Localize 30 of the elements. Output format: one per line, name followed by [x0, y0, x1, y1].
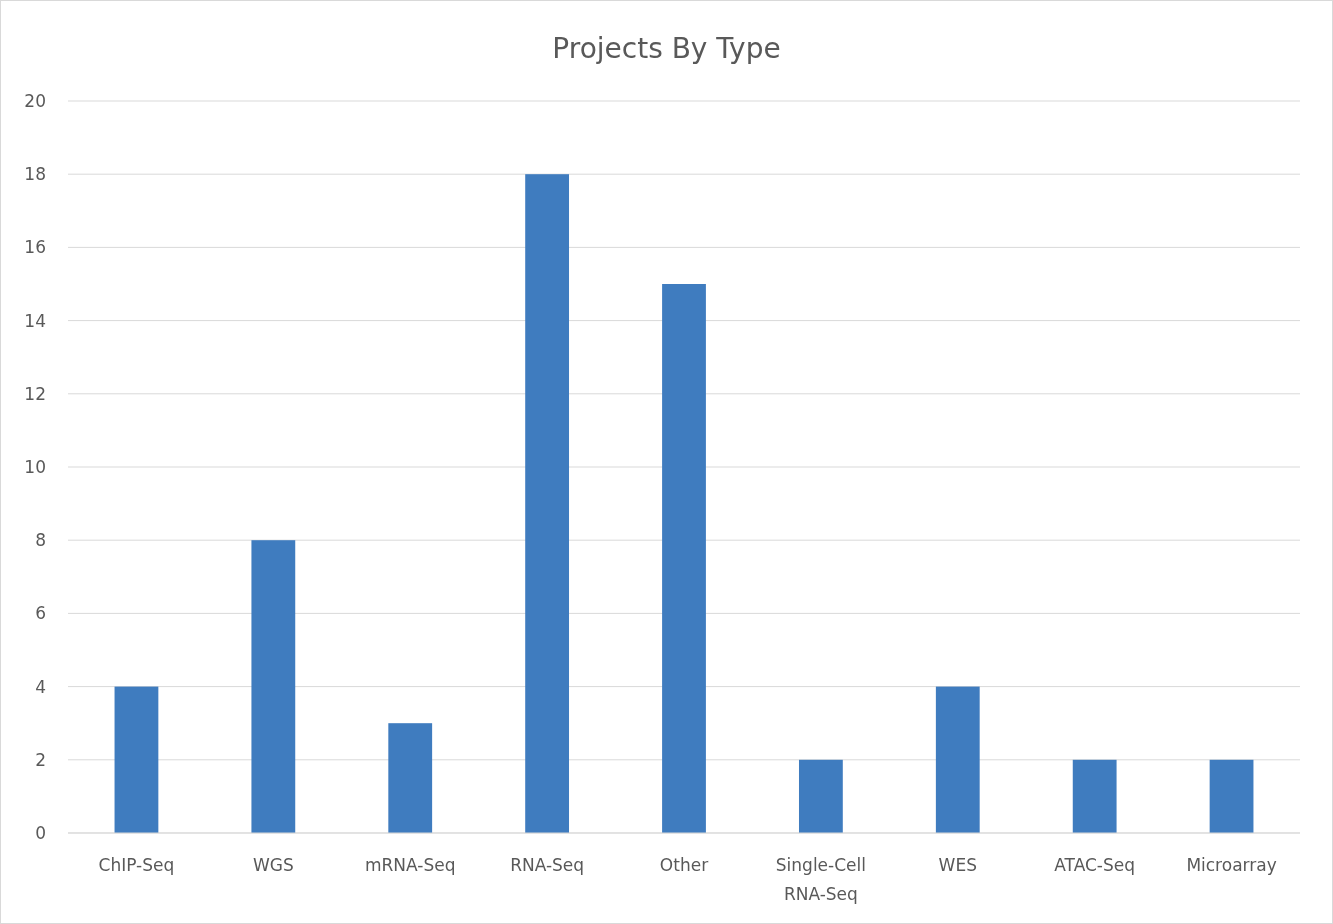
- bar: [1209, 759, 1254, 833]
- x-tick-label: WES: [938, 855, 977, 875]
- x-tick-label: ChIP-Seq: [98, 855, 175, 875]
- chart-title: Projects By Type: [552, 32, 781, 65]
- bar: [662, 284, 706, 833]
- y-tick-label: 18: [24, 164, 46, 185]
- y-tick-label: 0: [35, 822, 46, 843]
- x-tick-label: Microarray: [1186, 855, 1277, 875]
- y-tick-label: 4: [35, 676, 46, 697]
- y-tick-label: 8: [35, 530, 46, 551]
- y-tick-label: 16: [24, 237, 46, 258]
- y-tick-label: 6: [35, 603, 46, 624]
- y-tick-label: 2: [35, 749, 46, 770]
- x-tick-label: WGS: [252, 855, 294, 875]
- bar: [388, 723, 433, 833]
- bar: [935, 686, 980, 833]
- x-tick-label: RNA-Seq: [510, 855, 585, 875]
- bar: [114, 686, 159, 833]
- bar: [525, 174, 570, 833]
- bar: [798, 759, 843, 833]
- y-tick-label: 10: [24, 456, 46, 477]
- y-tick-label: 14: [24, 310, 46, 331]
- y-tick-label: 20: [24, 90, 46, 111]
- x-tick-label: ATAC-Seq: [1054, 855, 1136, 875]
- bar: [1072, 759, 1117, 833]
- x-tick-label: Other: [659, 855, 709, 875]
- y-tick-label: 12: [24, 383, 46, 404]
- bar: [251, 540, 296, 833]
- x-tick-label: mRNA-Seq: [364, 855, 456, 875]
- x-tick-label: Single-Cell RNA-Seq: [775, 855, 866, 904]
